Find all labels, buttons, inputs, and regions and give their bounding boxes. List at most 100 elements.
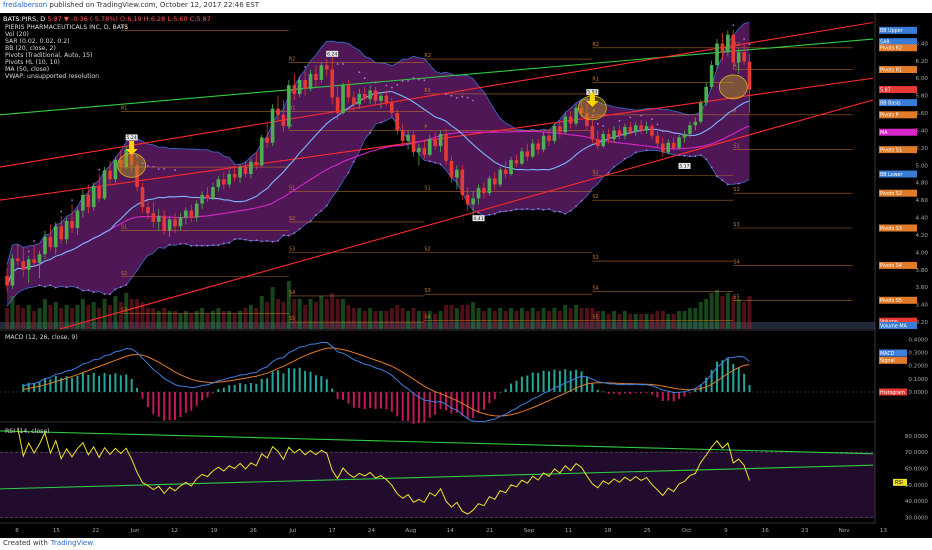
macd-histogram-bar (580, 371, 583, 392)
macd-histogram-bar (743, 373, 746, 392)
volume-bar (433, 314, 438, 329)
sar-dot (250, 239, 252, 242)
volume-bar (411, 308, 416, 329)
volume-bar (742, 302, 747, 329)
sar-dot (434, 161, 437, 164)
candle-body (319, 65, 324, 80)
volume-bar (747, 296, 752, 329)
volume-bar (303, 305, 308, 329)
candle-body (525, 151, 530, 157)
candle-body (119, 160, 123, 168)
macd-axis-label: 0.4000 (908, 337, 928, 343)
candle-body (70, 221, 74, 228)
legend-item-bb[interactable]: BB (20, close, 2) (5, 45, 56, 52)
macd-histogram-bar (249, 383, 252, 392)
chart-canvas[interactable]: R2 R1 P S1 S2 S3 R2 R1 P S1 S2 S3 S4 S5 R2 R1 P S1 S2 S3 S4 R… (0, 13, 932, 538)
price-tag-bg (879, 146, 917, 154)
price-axis-label: 5.80 (916, 94, 929, 100)
pivot-label: R1 (592, 77, 599, 83)
sar-dot (342, 63, 344, 65)
author-link[interactable]: fredalberson (3, 1, 48, 9)
sar-dot (661, 130, 664, 133)
candle-body (487, 178, 492, 194)
volume-bar (579, 308, 584, 329)
candle-body (568, 116, 573, 124)
macd-histogram-bar (76, 375, 79, 392)
candle-body (384, 95, 389, 103)
price-axis-label: 4.80 (916, 181, 929, 187)
price-axis-label: 6.40 (916, 41, 929, 47)
macd-histogram-bar (434, 392, 437, 415)
candle-body (146, 207, 150, 214)
volume-bar (80, 299, 85, 329)
macd-histogram-bar (255, 383, 258, 392)
sar-dot (141, 162, 144, 165)
candle-body (633, 125, 638, 133)
sar-dot (558, 210, 561, 213)
legend-item-pivots-hl[interactable]: Pivots HL (10, 10) (5, 59, 60, 66)
macd-histogram-bar (613, 392, 616, 394)
sar-dot (450, 94, 453, 97)
rsi-legend[interactable]: RSI (14, close) (5, 428, 50, 435)
sar-dot (244, 238, 247, 241)
volume-bar (238, 311, 243, 329)
macd-histogram-bar (423, 392, 426, 423)
time-axis-label: 18 (604, 528, 612, 534)
macd-histogram-bar (445, 392, 448, 411)
sar-dot (147, 164, 149, 167)
volume-strip (0, 322, 875, 329)
volume-bar (465, 305, 470, 329)
price-tag-bg (879, 66, 917, 74)
sar-dot (423, 79, 426, 82)
time-axis-label: 15 (53, 528, 61, 534)
sar-dot (114, 288, 117, 291)
macd-histogram-bar (575, 369, 578, 392)
pivot-label: R1 (289, 105, 296, 111)
price-axis-label: 3.80 (916, 268, 929, 274)
macd-histogram-bar (748, 385, 751, 392)
macd-histogram-bar (352, 392, 355, 408)
rsi-axis-label: 50.0000 (905, 483, 929, 489)
macd-histogram-bar (320, 376, 323, 392)
candle-body (747, 61, 752, 90)
candle-body (693, 121, 698, 126)
legend-item-vwap[interactable]: VWAP: unsupported resolution (5, 73, 100, 80)
sar-dot (103, 293, 106, 295)
legend-item-pivots[interactable]: Pivots (Traditional, Auto, 15) (5, 52, 93, 59)
legend-item-vol[interactable]: Vol (20) (5, 31, 29, 38)
macd-histogram-bar (656, 392, 659, 398)
sar-dot (515, 208, 518, 211)
candle-body (59, 226, 63, 240)
sar-dot (488, 213, 491, 216)
macd-histogram-bar (49, 379, 52, 392)
candle-body (86, 194, 91, 208)
legend-item-sar[interactable]: SAR (0.02, 0.02, 0.2) (5, 38, 70, 45)
candle-body (330, 69, 334, 98)
rsi-axis-label: 40.0000 (905, 499, 929, 505)
price-tag-bg (879, 44, 917, 52)
macd-histogram-bar (92, 372, 95, 392)
price-tag-bg (879, 99, 917, 107)
macd-histogram-bar (271, 371, 274, 392)
sar-dot (721, 179, 724, 182)
sar-dot (87, 289, 90, 292)
legend-item-ma[interactable]: MA (50, close) (5, 66, 50, 73)
price-tag-bg (879, 86, 917, 94)
sar-dot (152, 165, 155, 168)
price-tag-text: Pivots S1 (880, 147, 902, 153)
macd-histogram-bar (417, 392, 420, 424)
sar-dot (44, 285, 46, 288)
macd-histogram-bar (347, 392, 350, 404)
hl-tag-text: 6.24 (327, 51, 337, 57)
candle-body (173, 219, 177, 227)
tradingview-logo[interactable]: TradingView (50, 539, 94, 547)
macd-legend[interactable]: MACD (12, 26, close, 9) (5, 334, 78, 341)
macd-histogram-bar (482, 392, 485, 410)
candle-body (341, 85, 345, 114)
sar-dot (60, 210, 63, 213)
macd-histogram-bar (526, 375, 529, 392)
price-tag-bg (879, 261, 917, 269)
volume-bar (568, 308, 573, 329)
sar-dot (672, 131, 675, 134)
pivot-label: S1 (289, 185, 295, 191)
